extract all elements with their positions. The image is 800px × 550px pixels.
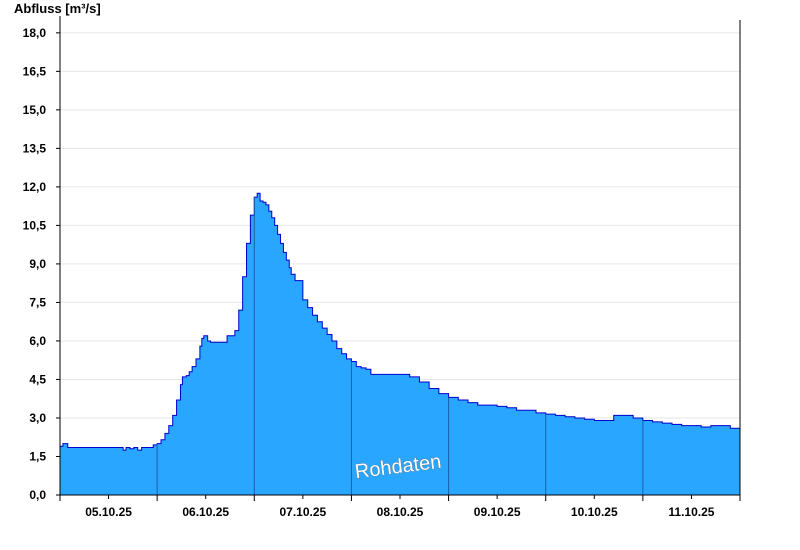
- x-tick-label: 08.10.25: [377, 505, 424, 519]
- day-dividers: [156, 197, 644, 495]
- y-tick-label: 18,0: [23, 26, 47, 40]
- y-tick-label: 13,5: [23, 141, 47, 155]
- x-tick-label: 06.10.25: [182, 505, 229, 519]
- y-tick-label: 3,0: [29, 411, 46, 425]
- y-tick-label: 1,5: [29, 449, 46, 463]
- axes: [56, 16, 741, 501]
- discharge-area: [60, 192, 741, 496]
- x-tick-label: 09.10.25: [474, 505, 521, 519]
- x-tick-label: 10.10.25: [571, 505, 618, 519]
- y-tick-label: 6,0: [29, 334, 46, 348]
- x-tick-label: 11.10.25: [668, 505, 714, 519]
- x-tick-label: 05.10.25: [85, 505, 132, 519]
- y-tick-label: 15,0: [23, 103, 47, 117]
- x-tick-labels: 05.10.25 06.10.25 07.10.25 08.10.25 09.10.25…: [85, 505, 715, 519]
- y-axis-label: Abfluss [m³/s]: [14, 1, 101, 16]
- discharge-fill: [60, 193, 740, 496]
- y-tick-label: 0,0: [29, 488, 46, 502]
- watermark-text: Rohdaten: [354, 451, 443, 483]
- y-tick-label: 12,0: [23, 180, 47, 194]
- y-tick-label: 9,0: [29, 257, 46, 271]
- y-tick-label: 7,5: [29, 295, 46, 309]
- y-tick-label: 4,5: [29, 372, 46, 386]
- y-tick-labels: 0,0 1,5 3,0 4,5 6,0 7,5 9,0 10,5 12,0 13,5 15,0 16,…: [23, 26, 47, 502]
- y-tick-label: 10,5: [23, 218, 47, 232]
- y-tick-label: 16,5: [23, 64, 47, 78]
- discharge-line: [60, 192, 741, 451]
- x-tick-label: 07.10.25: [279, 505, 326, 519]
